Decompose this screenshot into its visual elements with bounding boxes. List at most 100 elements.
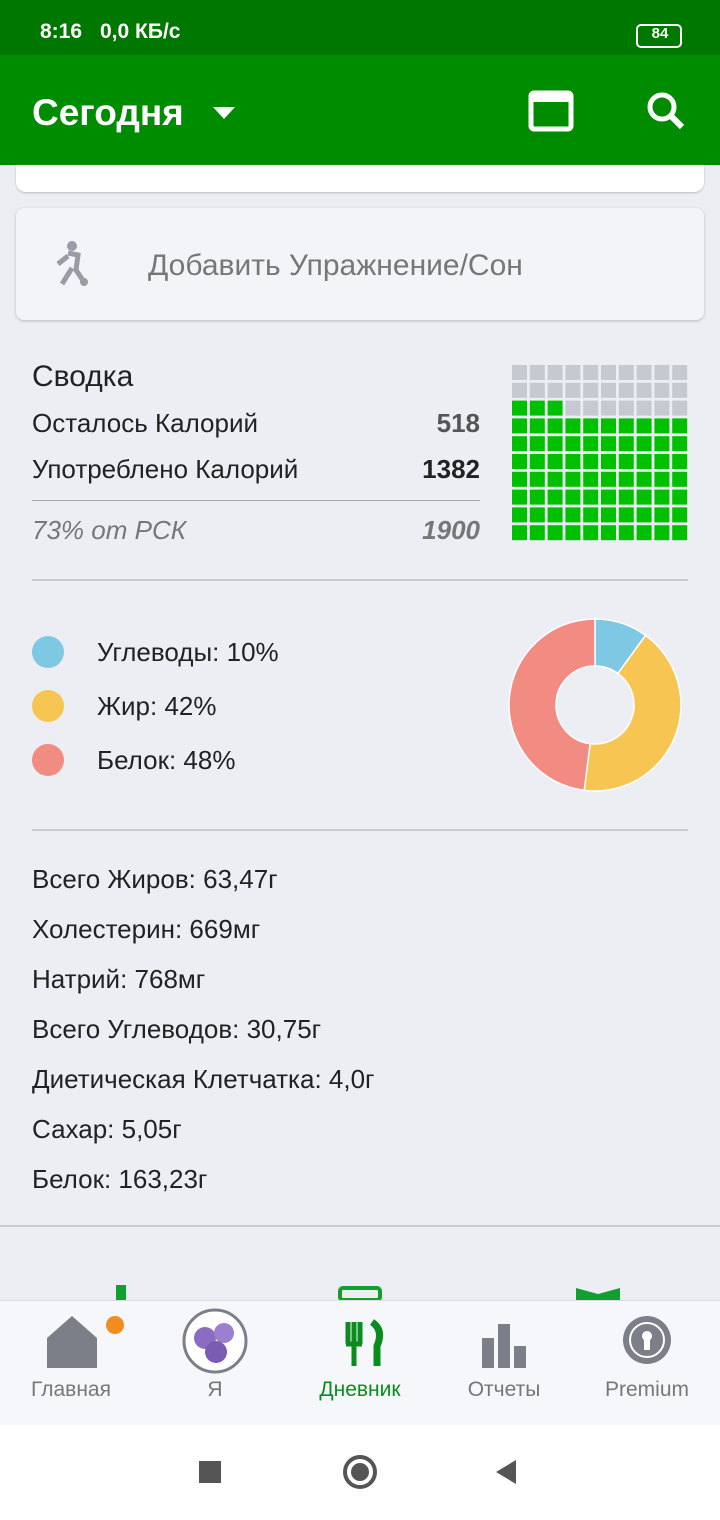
recents-button[interactable] (199, 1461, 221, 1483)
waffle-cell (583, 400, 599, 416)
waffle-cell (547, 454, 563, 469)
donut-slice (508, 618, 596, 792)
waffle-cell (601, 471, 616, 487)
waffle-cell (618, 489, 634, 505)
exercise-label: Добавить Упражнение/Сон (148, 249, 523, 282)
waffle-cell (565, 436, 581, 452)
waffle-cell (654, 489, 670, 505)
waffle-cell (618, 507, 634, 523)
waffle-cell (512, 489, 527, 505)
waffle-cell (636, 454, 652, 469)
waffle-cell (583, 489, 599, 505)
waffle-cell (583, 471, 599, 487)
waffle-cell (601, 382, 616, 398)
reports-icon[interactable] (482, 1338, 494, 1368)
waffle-cell (636, 400, 652, 416)
diary-icon[interactable] (345, 1322, 363, 1366)
legend-swatch (32, 636, 64, 668)
consumed-label: Употреблено Калорий (32, 454, 299, 484)
waffle-cell (654, 418, 670, 434)
waffle-cell (672, 489, 688, 505)
waffle-cell (636, 525, 652, 541)
waffle-cell (565, 365, 581, 380)
waffle-cell (512, 418, 527, 434)
waffle-cell (565, 489, 581, 505)
nutrient-row: Белок: 163,23г (32, 1164, 208, 1194)
waffle-cell (529, 418, 545, 434)
waffle-cell (636, 382, 652, 398)
nav-label[interactable]: Я (207, 1378, 223, 1401)
macro-donut (508, 618, 682, 792)
waffle-cell (672, 365, 688, 380)
home-icon[interactable] (47, 1316, 97, 1368)
divider (32, 500, 480, 501)
waffle-cell (654, 436, 670, 452)
divider (0, 1225, 720, 1227)
waffle-cell (565, 471, 581, 487)
waffle-cell (601, 454, 616, 469)
waffle-cell (529, 436, 545, 452)
waffle-cell (547, 400, 563, 416)
waffle-cell (636, 489, 652, 505)
waffle-cell (583, 525, 599, 541)
app-bar-icons (213, 90, 685, 132)
waffle-cell (529, 454, 545, 469)
waffle-cell (654, 454, 670, 469)
calendar-top (531, 93, 571, 102)
waffle-cell (547, 382, 563, 398)
search-handle (668, 113, 685, 130)
waffle-cell (618, 525, 634, 541)
waffle-cell (529, 525, 545, 541)
dropdown-arrow[interactable] (213, 107, 235, 119)
waffle-cell (618, 400, 634, 416)
waffle-cell (583, 507, 599, 523)
nav-label[interactable]: Главная (31, 1378, 111, 1401)
nav-label[interactable]: Premium (604, 1378, 689, 1401)
waffle-cell (565, 525, 581, 541)
waffle-cell (529, 507, 545, 523)
home-button[interactable] (343, 1455, 377, 1489)
back-button[interactable] (496, 1460, 516, 1484)
waffle-cell (636, 418, 652, 434)
waffle-cell (618, 418, 634, 434)
waffle-cell (512, 400, 527, 416)
waffle-cell (583, 382, 599, 398)
waffle-cell (654, 382, 670, 398)
app-title[interactable]: Сегодня (32, 92, 184, 133)
waffle-cell (618, 382, 634, 398)
nutrient-row: Диетическая Клетчатка: 4,0г (32, 1064, 375, 1094)
waffle-cell (529, 400, 545, 416)
waffle-cell (583, 436, 599, 452)
nav-label[interactable]: Отчеты (467, 1378, 541, 1401)
waffle-cell (565, 507, 581, 523)
nutrient-row: Сахар: 5,05г (32, 1114, 182, 1144)
status-bar (0, 0, 720, 55)
waffle-cell (547, 525, 563, 541)
search-icon[interactable] (647, 92, 677, 122)
waffle-cell (529, 471, 545, 487)
waffle-cell (636, 507, 652, 523)
waffle-cell (583, 454, 599, 469)
nutrient-row: Холестерин: 669мг (32, 914, 261, 944)
nav-label[interactable]: Дневник (319, 1378, 401, 1401)
waffle-cell (565, 454, 581, 469)
waffle-cell (672, 471, 688, 487)
battery-level: 84 (651, 25, 669, 42)
waffle-cell (547, 471, 563, 487)
waffle-cell (565, 418, 581, 434)
remaining-value: 518 (436, 408, 480, 438)
waffle-cell (636, 436, 652, 452)
waffle-chart (512, 365, 688, 541)
exercise-card[interactable] (16, 208, 704, 320)
partial-icons (116, 1285, 620, 1300)
waffle-cell (512, 525, 527, 541)
percent-label: 73% от РСК (32, 515, 187, 545)
waffle-cell (618, 454, 634, 469)
remaining-label: Осталось Калорий (32, 408, 259, 438)
notification-dot (106, 1316, 124, 1334)
waffle-cell (565, 382, 581, 398)
waffle-cell (547, 418, 563, 434)
legend-swatch (32, 690, 64, 722)
waffle-cell (512, 471, 527, 487)
